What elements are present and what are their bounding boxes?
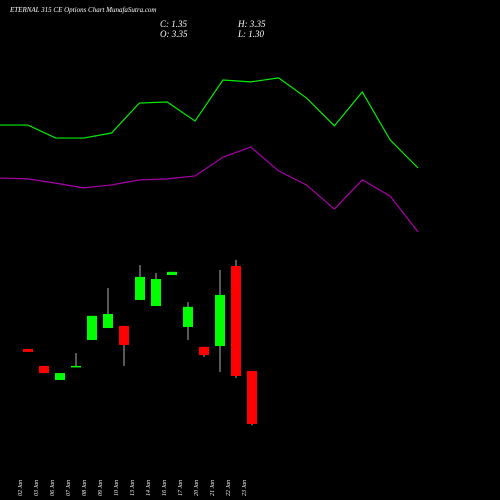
x-tick-label: 02 Jan [18, 480, 24, 496]
x-tick-label: 20 Jan [194, 480, 200, 496]
candle-body [247, 370, 257, 424]
x-tick-label: 23 Jan [242, 480, 248, 496]
header-high: H: 3.35 [237, 19, 266, 29]
candle-body [135, 276, 145, 300]
x-tick-label: 06 Jan [50, 480, 56, 496]
candle-body [87, 315, 97, 340]
indicator-line [0, 146, 419, 233]
x-tick-label: 07 Jan [66, 480, 72, 496]
candle-body [167, 271, 177, 276]
x-tick-label: 22 Jan [226, 480, 232, 496]
candle-body [215, 294, 225, 347]
candle-body [103, 313, 113, 329]
x-tick-label: 17 Jan [178, 480, 184, 496]
x-tick-label: 03 Jan [34, 480, 40, 496]
indicator-line [0, 77, 419, 169]
x-tick-label: 10 Jan [114, 480, 120, 496]
candle-body [119, 325, 129, 345]
candle-body [55, 373, 65, 380]
chart-title: ETERNAL 315 CE Options Chart MunafaSutra… [9, 6, 157, 14]
candle-body [231, 266, 241, 376]
x-tick-label: 21 Jan [210, 480, 216, 496]
candle-body [183, 306, 193, 327]
x-tick-label: 13 Jan [130, 480, 136, 496]
candle-body [23, 348, 33, 352]
x-tick-label: 08 Jan [82, 480, 88, 496]
header-open: O: 3.35 [160, 29, 188, 39]
x-tick-label: 09 Jan [98, 480, 104, 496]
candle-body [71, 365, 81, 368]
candle-body [151, 279, 161, 307]
header-low: L: 1.30 [237, 29, 265, 39]
candle-body [199, 346, 209, 356]
candle-body [39, 365, 49, 374]
x-tick-label: 14 Jan [145, 480, 152, 496]
x-tick-label: 16 Jan [162, 480, 168, 496]
header-close: C: 1.35 [160, 19, 188, 29]
